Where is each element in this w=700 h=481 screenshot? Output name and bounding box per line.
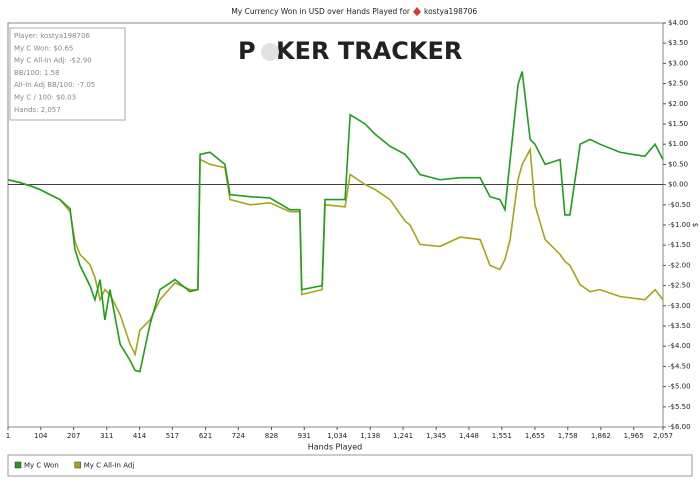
y-tick-label: -$2.50 xyxy=(668,282,691,290)
y-tick-label: -$1.50 xyxy=(668,241,691,249)
y-tick-label: -$5.00 xyxy=(668,383,691,391)
watermark-part: P xyxy=(238,37,256,65)
y-tick-label: -$5.50 xyxy=(668,403,691,411)
y-tick-label: -$0.50 xyxy=(668,201,691,209)
stat-line: All-In Adj BB/100: -7.05 xyxy=(14,81,95,89)
y-tick-label: -$6.00 xyxy=(668,423,691,431)
y-tick-label: -$1.00 xyxy=(668,221,691,229)
stat-line: BB/100: 1.58 xyxy=(14,69,60,77)
x-tick-label: 1,862 xyxy=(591,432,611,440)
x-tick-label: 1 xyxy=(6,432,10,440)
watermark-part: KER TRACKER xyxy=(276,37,462,65)
y-tick-label: $3.50 xyxy=(668,39,688,47)
player-icon xyxy=(413,7,421,16)
stat-line: Hands: 2,057 xyxy=(14,106,61,114)
y-tick-label: $2.00 xyxy=(668,100,688,108)
stat-line: My C All-In Adj: -$2.90 xyxy=(14,57,92,65)
stat-line: My C / 100: $0.03 xyxy=(14,94,76,102)
x-tick-label: 207 xyxy=(67,432,80,440)
stat-line: Player: kostya198706 xyxy=(14,32,90,40)
player-name: kostya198706 xyxy=(424,7,477,16)
y-tick-label: -$3.00 xyxy=(668,302,691,310)
y-tick-label: $4.00 xyxy=(668,19,688,27)
x-tick-label: 1,551 xyxy=(492,432,512,440)
y-tick-label: $2.50 xyxy=(668,80,688,88)
series-line xyxy=(7,71,664,373)
y-tick-label: -$4.50 xyxy=(668,362,691,370)
y-tick-label: $1.50 xyxy=(668,120,688,128)
legend xyxy=(7,454,693,477)
legend-label: My C Won xyxy=(24,462,59,470)
x-tick-label: 517 xyxy=(166,432,179,440)
y-tick-label: $3.00 xyxy=(668,59,688,67)
y-tick-label: -$4.00 xyxy=(668,342,691,350)
x-tick-label: 1,138 xyxy=(360,432,380,440)
x-tick-label: 931 xyxy=(298,432,311,440)
x-tick-label: 1,034 xyxy=(327,432,348,440)
stat-line: My C Won: $0.65 xyxy=(14,44,73,52)
x-tick-label: 1,448 xyxy=(459,432,479,440)
y-tick-label: -$2.00 xyxy=(668,261,691,269)
chart-title: My Currency Won in USD over Hands Played… xyxy=(231,7,411,16)
y-tick-label: $0.00 xyxy=(668,181,688,189)
x-tick-label: 1,965 xyxy=(624,432,644,440)
legend-label: My C All-In Adj xyxy=(84,462,135,470)
x-tick-label: 1,241 xyxy=(393,432,413,440)
x-tick-label: 414 xyxy=(133,432,147,440)
legend-swatch xyxy=(74,461,82,469)
watermark: POKER TRACKER xyxy=(238,37,462,65)
y-axis-title: $ xyxy=(691,223,699,227)
watermark-icon xyxy=(261,43,279,61)
x-tick-label: 724 xyxy=(232,432,246,440)
y-tick-label: -$3.50 xyxy=(668,322,691,330)
x-axis-title: Hands Played xyxy=(308,443,362,452)
x-tick-label: 828 xyxy=(265,432,278,440)
legend-swatch xyxy=(14,461,22,469)
stats-box xyxy=(9,27,126,121)
x-tick-label: 621 xyxy=(199,432,212,440)
x-tick-label: 311 xyxy=(100,432,113,440)
x-tick-label: 1,345 xyxy=(426,432,446,440)
x-tick-label: 2,057 xyxy=(653,432,673,440)
y-tick-label: $0.50 xyxy=(668,160,688,168)
x-tick-label: 1,655 xyxy=(525,432,545,440)
x-tick-label: 104 xyxy=(34,432,48,440)
y-tick-label: $1.00 xyxy=(668,140,688,148)
x-tick-label: 1,758 xyxy=(558,432,578,440)
